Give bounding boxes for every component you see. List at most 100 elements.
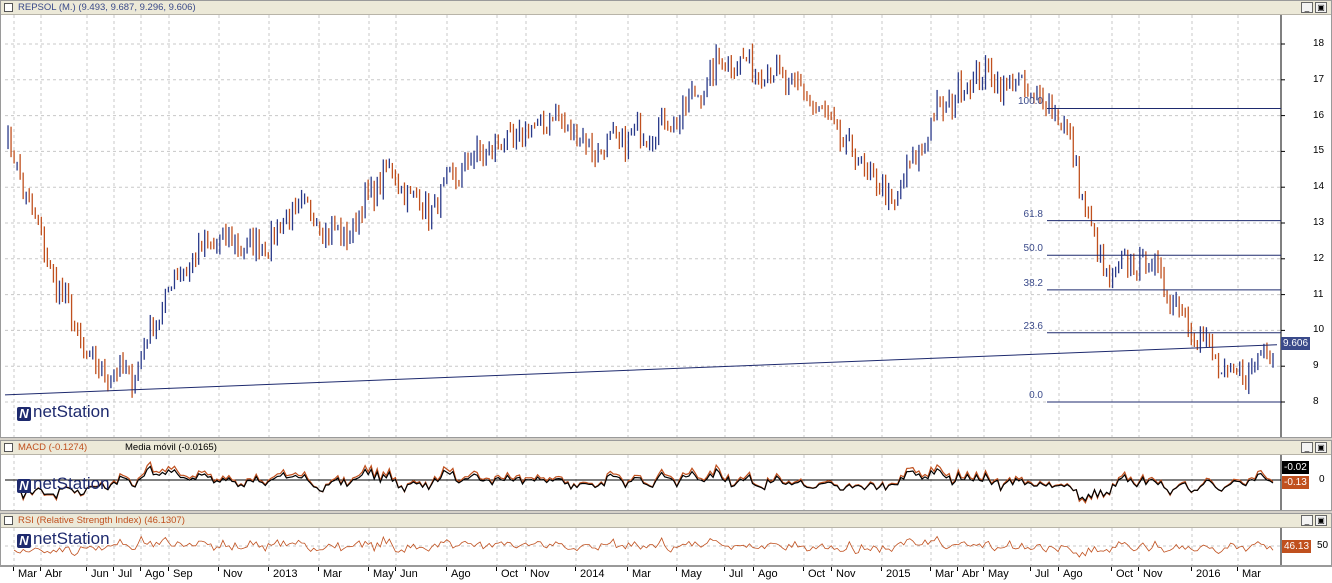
maximize-button[interactable]: ▣ [1315,515,1327,526]
x-axis-label: May [373,568,394,580]
x-axis-tick [1237,567,1238,571]
rsi-50-label: 50 [1317,540,1329,551]
x-axis-label: 2013 [273,568,298,580]
x-axis-label: Nov [530,568,550,580]
rsi-title: RSI (Relative Strength Index) (46.1307) [18,515,185,526]
panel-select-icon[interactable] [4,3,13,12]
macd-signal-title: Media móvil (-0.0165) [125,442,217,453]
y-axis-label: 10 [1313,324,1325,336]
y-axis-label: 9 [1313,360,1319,372]
x-axis-label: May [988,568,1009,580]
x-axis-tick [268,567,269,571]
x-axis-tick [803,567,804,571]
x-axis-tick [1138,567,1139,571]
macd-panel-titlebar: MACD (-0.1274) Media móvil (-0.0165) _ ▣ [1,441,1331,455]
x-axis-tick [525,567,526,571]
x-axis-label: Oct [1116,568,1134,580]
rsi-chart[interactable] [1,514,1332,566]
x-axis-label: Jul [729,568,744,580]
signal-line [19,465,1274,502]
time-axis: Mar Abr Jun Jul Ago Sep Nov 2013 Mar May Jun Ago Oct… [0,566,1332,583]
y-axis-label: 18 [1313,38,1325,49]
x-axis-tick [140,567,141,571]
x-axis-tick [831,567,832,571]
x-axis-label: Ago [758,568,778,580]
x-axis-label: Sep [173,568,193,580]
macd-zero-label: 0 [1319,474,1325,485]
fibonacci-label: 100.0 [1017,96,1043,108]
x-axis-tick [1058,567,1059,571]
price-panel: REPSOL (M.) (9.493, 9.687, 9.296, 9.606)… [0,0,1332,438]
x-axis-label: Mar [1242,568,1261,580]
macd-panel: MACD (-0.1274) Media móvil (-0.0165) _ ▣… [0,440,1332,511]
x-axis-tick [930,567,931,571]
x-axis-label: Jul [118,568,133,580]
x-axis-tick [983,567,984,571]
fibonacci-label: 23.6 [1023,320,1043,332]
minimize-button[interactable]: _ [1301,515,1313,526]
y-axis-label: 17 [1313,73,1325,85]
x-axis-label: Nov [836,568,856,580]
price-panel-title: REPSOL (M.) (9.493, 9.687, 9.296, 9.606) [18,2,196,13]
x-axis-label: Mar [18,568,37,580]
macd-value-tag: -0.13 [1282,476,1309,489]
current-price-tag: 9.606 [1281,337,1311,350]
price-panel-titlebar: REPSOL (M.) (9.493, 9.687, 9.296, 9.606)… [1,1,1331,15]
x-axis-label: 2014 [580,568,605,580]
x-axis-tick [881,567,882,571]
signal-value-tag: -0.02 [1282,461,1309,474]
price-chart[interactable] [1,1,1332,438]
y-axis-label: 11 [1313,288,1324,300]
x-axis-label: Nov [1143,568,1163,580]
x-axis-label: Ago [1063,568,1083,580]
x-axis-tick [446,567,447,571]
y-axis-label: 8 [1313,396,1319,407]
macd-line [19,461,1274,505]
x-axis-label: 2016 [1196,568,1221,580]
panel-select-icon[interactable] [4,516,13,525]
x-axis-tick [1191,567,1192,571]
minimize-button[interactable]: _ [1301,2,1313,13]
rsi-panel: RSI (Relative Strength Index) (46.1307) … [0,513,1332,566]
x-axis-tick [395,567,396,571]
macd-chart[interactable] [1,441,1332,511]
trend-line [4,344,1278,396]
x-axis-tick [1111,567,1112,571]
y-axis-label: 13 [1313,217,1325,228]
y-axis-label: 15 [1313,145,1325,157]
x-axis-label: Mar [323,568,342,580]
x-axis-tick [113,567,114,571]
x-axis-tick [218,567,219,571]
x-axis-tick [318,567,319,571]
x-axis-label: Ago [451,568,471,580]
x-axis-tick [957,567,958,571]
x-axis-label: Mar [632,568,651,580]
rsi-panel-titlebar: RSI (Relative Strength Index) (46.1307) … [1,514,1331,528]
y-axis-label: 16 [1313,109,1325,121]
x-axis-label: Jun [91,568,109,580]
x-axis-label: Oct [501,568,519,580]
fibonacci-label: 61.8 [1023,208,1043,220]
x-axis-label: Jun [400,568,418,580]
rsi-value-tag: 46.13 [1282,540,1312,553]
x-axis-label: Mar [935,568,954,580]
x-axis-tick [168,567,169,571]
y-axis-label: 14 [1313,181,1325,193]
x-axis-label: Nov [223,568,243,580]
maximize-button[interactable]: ▣ [1315,442,1327,453]
minimize-button[interactable]: _ [1301,442,1313,453]
fibonacci-label: 50.0 [1023,243,1043,255]
x-axis-tick [575,567,576,571]
x-axis-tick [496,567,497,571]
maximize-button[interactable]: ▣ [1315,2,1327,13]
x-axis-label: Abr [45,568,63,580]
macd-title: MACD (-0.1274) [18,442,88,453]
x-axis-label: May [681,568,702,580]
rsi-line [13,535,1274,558]
panel-select-icon[interactable] [4,443,13,452]
x-axis-label: Abr [962,568,980,580]
x-axis-tick [368,567,369,571]
